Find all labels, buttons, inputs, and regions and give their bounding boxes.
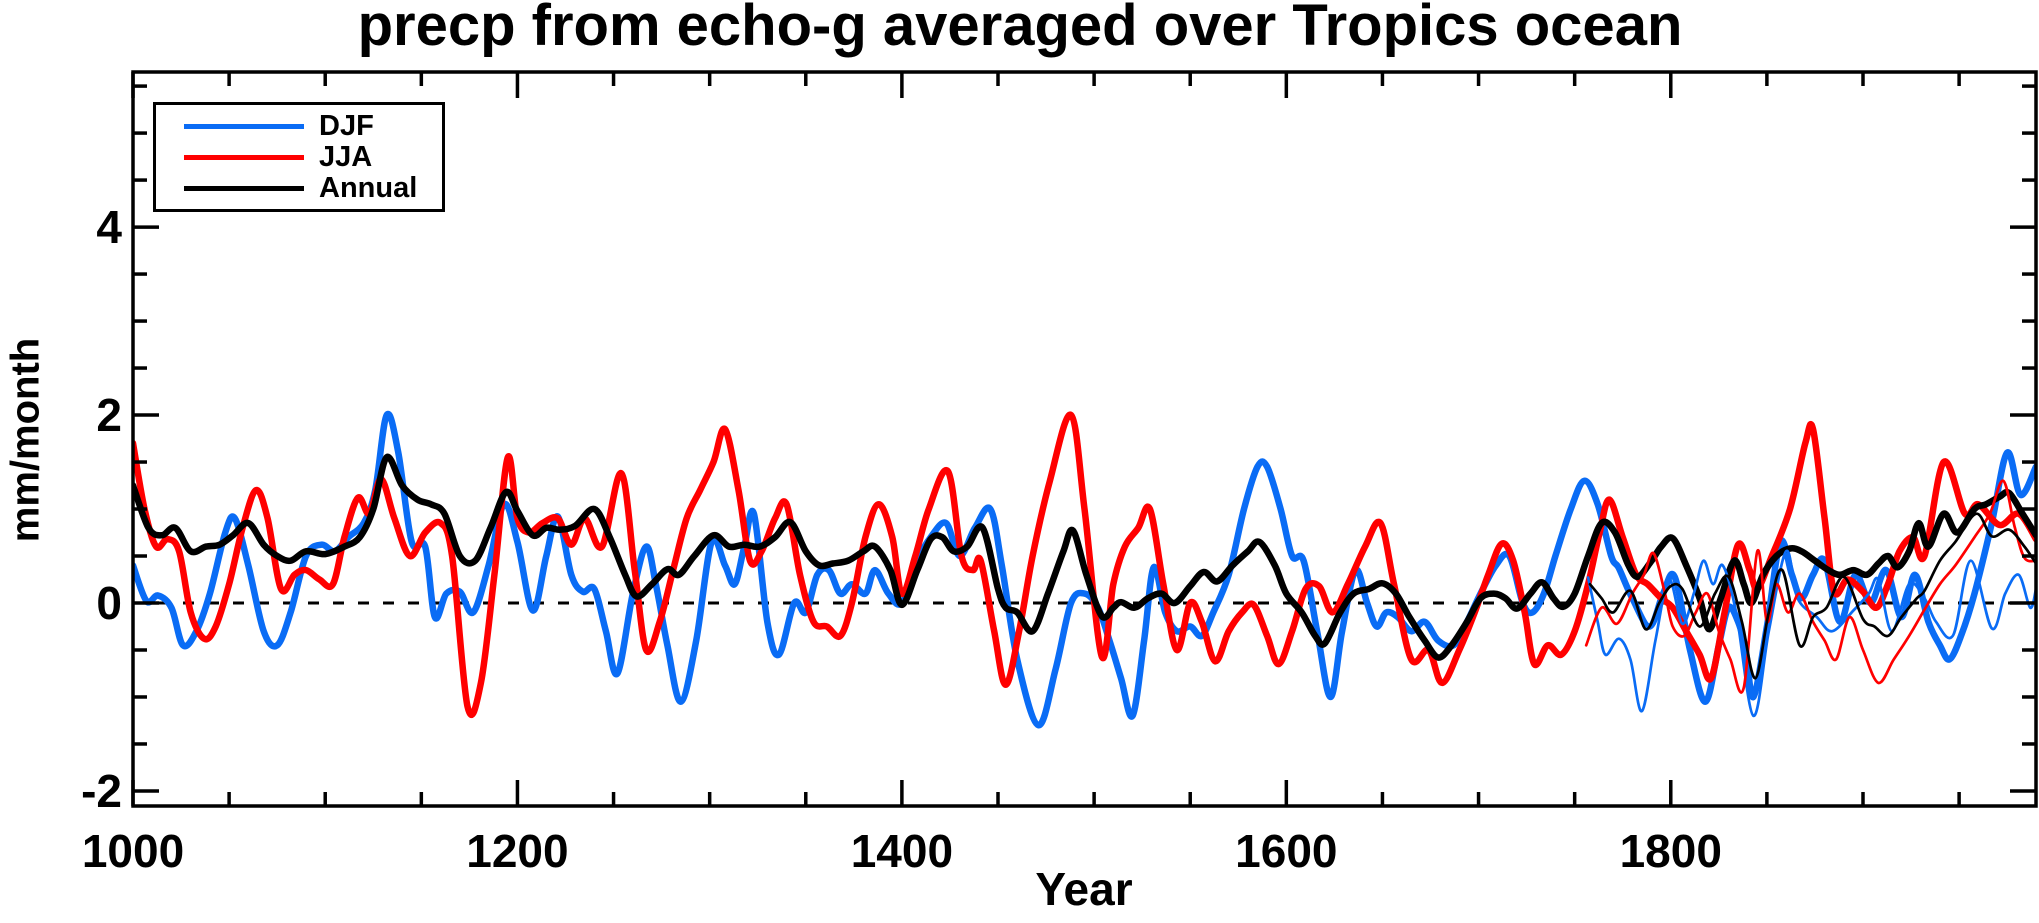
plot-frame: [131, 70, 2038, 808]
x-tick-label: 1400: [850, 825, 954, 877]
legend-label-djf: DJF: [319, 109, 374, 142]
series-annual-thin: [1588, 512, 2036, 680]
series-annual: [133, 453, 2036, 661]
djf-line-swatch: [184, 123, 304, 129]
x-axis-title: Year: [1035, 863, 1133, 915]
y-tick-label: 2: [96, 389, 122, 442]
x-tick-label: 1200: [466, 825, 569, 877]
y-tick-label: -2: [81, 764, 122, 817]
legend-item-djf: DJF: [184, 109, 442, 142]
y-tick-label: 4: [96, 201, 122, 254]
x-tick-label: 1600: [1235, 825, 1338, 877]
jja-line-swatch: [184, 154, 304, 160]
series-jja: [133, 411, 2036, 718]
legend-item-jja: JJA: [184, 140, 442, 173]
y-tick-label: 0: [96, 576, 122, 629]
series-djf-thin: [1586, 549, 2036, 718]
legend-item-annual: Annual: [184, 171, 442, 204]
legend-label-annual: Annual: [319, 171, 418, 204]
x-tick-label: 1800: [1619, 825, 1722, 877]
y-axis-title: mm/month: [3, 337, 48, 543]
chart-title: precp from echo-g averaged over Tropics …: [357, 0, 1683, 58]
legend: DJF JJA Annual: [153, 102, 445, 212]
x-tick-label: 1000: [81, 825, 185, 877]
legend-label-jja: JJA: [319, 140, 373, 173]
annual-line-swatch: [184, 185, 304, 191]
